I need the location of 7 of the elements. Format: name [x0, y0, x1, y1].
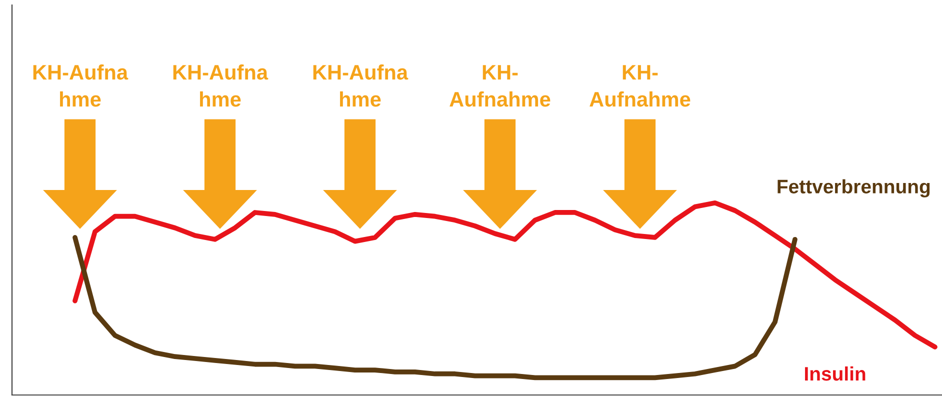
text: Fettverbrennung: [778, 179, 930, 198]
text: Insulin: [805, 366, 866, 381]
text: KH-Aufna hme: [173, 64, 268, 107]
text: KH- Aufnahme: [590, 65, 690, 107]
text: KH-Aufna hme: [313, 64, 408, 107]
text: KH- Aufnahme: [450, 65, 550, 107]
text: KH-Aufna hme: [33, 64, 128, 107]
